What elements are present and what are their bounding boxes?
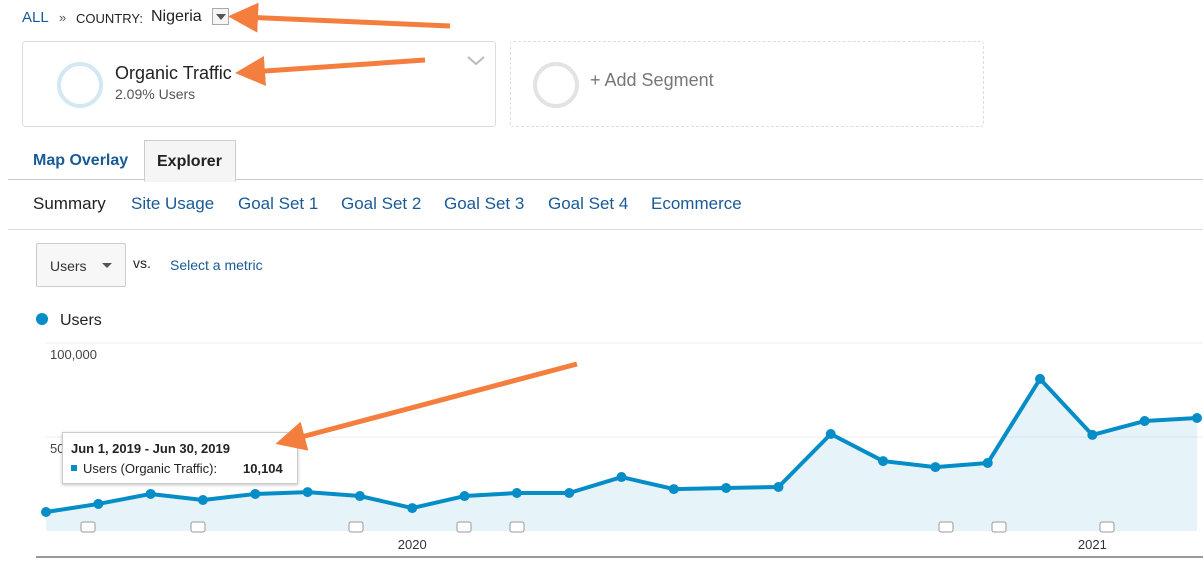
subtab[interactable]: Goal Set 3 xyxy=(444,194,525,213)
annotation-icon xyxy=(991,521,1007,533)
point xyxy=(1139,416,1150,427)
point xyxy=(721,482,732,493)
point xyxy=(930,462,941,473)
tab-divider xyxy=(8,179,1203,180)
annotation-icon xyxy=(348,521,364,533)
vs-label: vs. xyxy=(133,255,151,271)
area xyxy=(46,378,1197,531)
segment-donut xyxy=(57,62,103,108)
tab-label: Explorer xyxy=(157,153,222,170)
annotation-icon xyxy=(80,521,96,533)
subtab[interactable]: Site Usage xyxy=(131,194,215,213)
subtab[interactable]: Summary xyxy=(33,194,106,213)
point xyxy=(145,488,156,499)
subtab[interactable]: Goal Set 1 xyxy=(238,194,319,213)
point xyxy=(302,487,313,498)
tab-active[interactable]: Explorer xyxy=(144,140,236,182)
point xyxy=(197,494,208,505)
subtab[interactable]: Ecommerce xyxy=(651,194,742,213)
segment-detail: 2.09% Users xyxy=(115,86,196,102)
segment-chevron xyxy=(467,56,485,66)
point xyxy=(773,482,784,493)
tooltip: Jun 1, 2019 - Jun 30, 2019 Users (Organi… xyxy=(62,432,298,484)
point xyxy=(1087,429,1098,440)
breadcrumb-root[interactable]: ALL xyxy=(22,9,49,26)
breadcrumb-dimension: COUNTRY: xyxy=(76,11,143,26)
subtab[interactable]: Goal Set 2 xyxy=(341,194,422,213)
tooltip-metric: Users (Organic Traffic): xyxy=(83,461,218,476)
point xyxy=(93,498,104,509)
point xyxy=(459,491,470,502)
point xyxy=(564,488,575,499)
breadcrumb-separator: » xyxy=(59,10,67,25)
tooltip-date: Jun 1, 2019 - Jun 30, 2019 xyxy=(71,441,230,456)
point xyxy=(825,428,836,439)
point xyxy=(668,484,679,495)
point xyxy=(1192,413,1202,424)
add-segment-card[interactable]: + Add Segment xyxy=(510,41,984,127)
breadcrumb-value: Nigeria xyxy=(151,8,202,25)
metric-label: Users xyxy=(50,258,87,274)
add-segment-label: + Add Segment xyxy=(590,70,714,90)
subtab-divider xyxy=(8,229,1203,230)
point xyxy=(511,488,522,499)
annotation-icon xyxy=(509,521,525,533)
annotation-icon xyxy=(456,521,472,533)
legend-marker xyxy=(36,313,48,325)
point xyxy=(250,488,261,499)
legend-label: Users xyxy=(60,312,102,329)
tooltip-swatch xyxy=(71,465,77,471)
select-metric-link[interactable]: Select a metric xyxy=(170,257,263,273)
subtab[interactable]: Goal Set 4 xyxy=(548,194,629,213)
point xyxy=(1035,373,1046,384)
tab[interactable]: Map Overlay xyxy=(33,152,129,169)
metric-dropdown[interactable]: Users xyxy=(36,243,126,287)
segment-name: Organic Traffic xyxy=(115,63,232,83)
segment-card[interactable]: Organic Traffic 2.09% Users xyxy=(22,41,496,127)
point xyxy=(407,503,418,514)
point xyxy=(616,472,627,483)
tooltip-value: 10,104 xyxy=(243,461,283,476)
x-tick-label: 2020 xyxy=(398,537,427,552)
add-segment-circle xyxy=(533,62,579,108)
point xyxy=(41,507,51,518)
x-tick-label: 2021 xyxy=(1078,537,1107,552)
breadcrumb-dropdown[interactable] xyxy=(212,8,229,25)
y-tick-label: 100,000 xyxy=(50,347,97,362)
point xyxy=(878,456,889,467)
annotation-icon xyxy=(190,521,206,533)
point xyxy=(982,457,993,468)
annotation-icon xyxy=(938,521,954,533)
annotation-icon xyxy=(1099,521,1115,533)
point xyxy=(354,491,365,502)
